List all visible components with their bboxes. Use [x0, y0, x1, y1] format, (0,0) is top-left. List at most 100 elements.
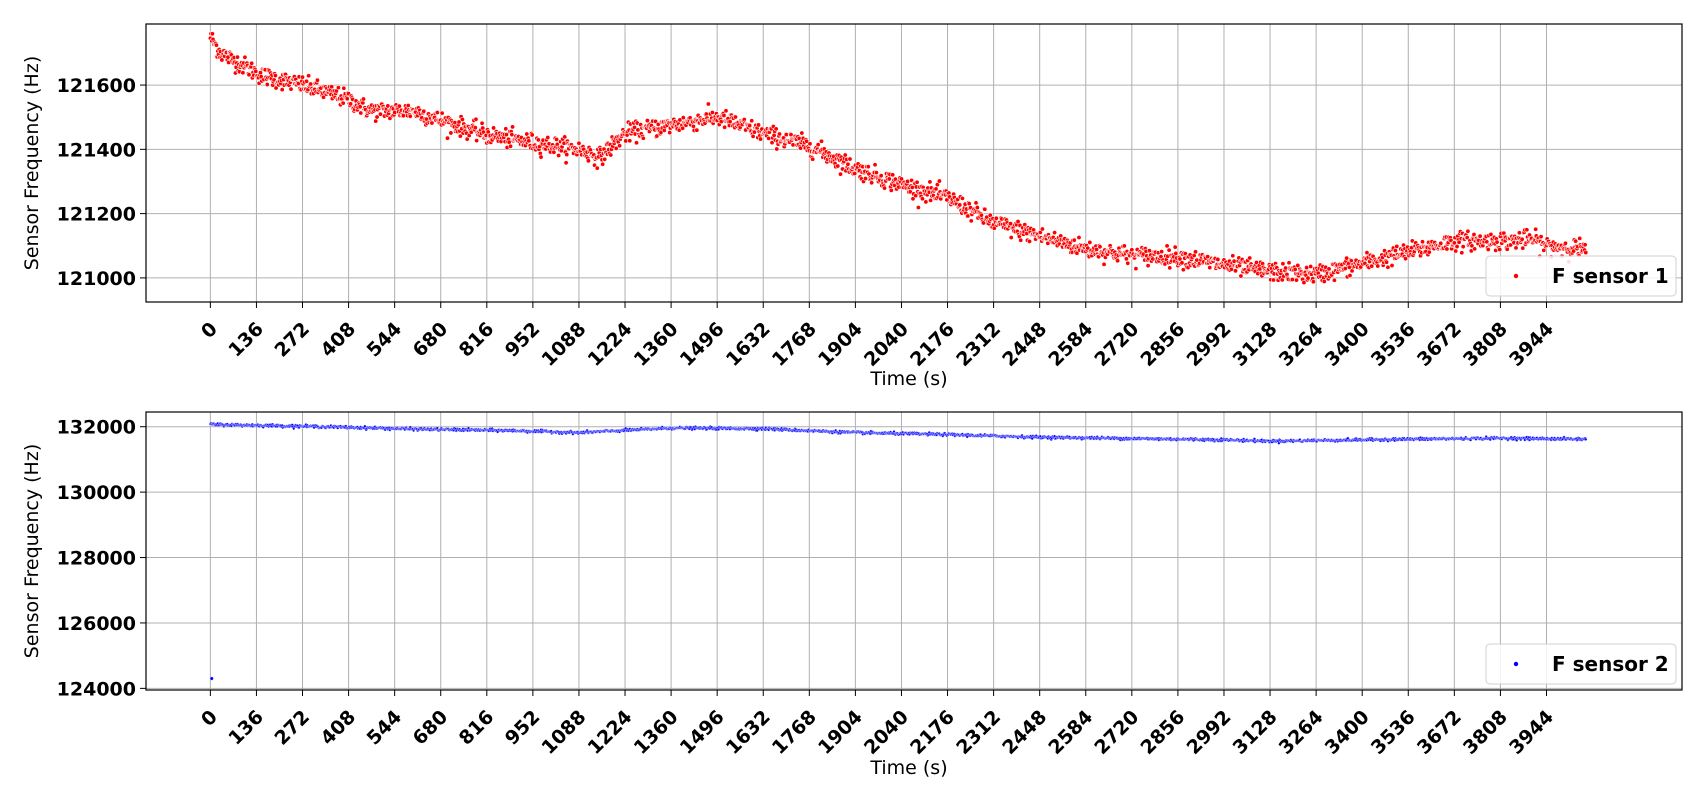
data-point [602, 156, 608, 162]
data-point [1516, 230, 1522, 236]
x-tick-label: 1496 [676, 318, 729, 371]
y-tick-label: 121000 [57, 268, 136, 290]
data-point [608, 152, 614, 158]
data-point [480, 125, 486, 131]
data-point [1008, 235, 1014, 241]
data-point [407, 113, 413, 119]
data-point [974, 205, 980, 211]
data-point [852, 170, 858, 176]
x-tick-label: 816 [455, 318, 499, 362]
data-point [506, 139, 512, 145]
data-point [358, 110, 364, 116]
y-tick-label: 121600 [57, 75, 136, 97]
data-point [1123, 256, 1129, 262]
data-point [617, 143, 623, 149]
data-point [766, 135, 772, 141]
data-point [799, 130, 805, 136]
data-point [242, 54, 248, 60]
x-tick-label: 2584 [1044, 318, 1097, 371]
data-point [690, 123, 696, 129]
x-tick-label: 136 [224, 706, 268, 750]
data-point [1280, 261, 1286, 267]
x-tick-label: 2040 [860, 318, 913, 371]
data-point [240, 70, 246, 76]
data-point [392, 109, 398, 115]
data-point [556, 152, 562, 158]
data-point [1164, 243, 1170, 249]
x-tick-label: 272 [270, 706, 314, 750]
data-point [878, 173, 884, 179]
data-point [973, 200, 979, 206]
data-point [705, 101, 711, 107]
data-point [886, 176, 892, 182]
x-tick-label: 680 [409, 318, 453, 362]
x-tick-label: 2584 [1044, 706, 1097, 759]
data-point [264, 82, 270, 88]
x-tick-label: 136 [224, 318, 268, 362]
data-point [810, 156, 816, 162]
data-point [968, 218, 974, 224]
data-point [892, 430, 896, 434]
data-point [732, 114, 738, 120]
data-point [872, 162, 878, 168]
data-point [472, 125, 478, 131]
data-point [308, 81, 314, 87]
y-tick-label: 126000 [57, 613, 136, 635]
data-point [694, 127, 700, 133]
x-tick-label: 1768 [768, 318, 821, 371]
data-point [374, 114, 380, 120]
data-point [919, 196, 925, 202]
x-axis-label: Time (s) [869, 757, 947, 779]
data-point [529, 132, 535, 138]
x-tick-label: 2312 [952, 318, 1005, 371]
y-tick-label: 128000 [57, 548, 136, 570]
data-point [1453, 248, 1459, 254]
data-point [1385, 264, 1391, 270]
x-tick-label: 2992 [1183, 318, 1236, 371]
data-point [448, 130, 454, 136]
data-point [1094, 246, 1100, 252]
data-point [845, 161, 851, 167]
data-point-outlier [209, 676, 214, 681]
data-point [982, 206, 988, 212]
data-point [890, 172, 896, 178]
x-tick-label: 2992 [1183, 706, 1236, 759]
data-point [1097, 244, 1103, 250]
data-point [300, 74, 306, 80]
data-point [348, 101, 354, 107]
plot-frame [145, 23, 1683, 303]
x-tick-label: 2720 [1090, 318, 1143, 371]
data-point [335, 85, 341, 91]
data-point [1085, 245, 1091, 251]
data-point [869, 180, 875, 186]
x-tick-label: 3264 [1275, 706, 1328, 759]
data-point [1562, 240, 1568, 246]
data-point [1375, 263, 1381, 269]
data-point [538, 154, 544, 160]
data-point [340, 100, 346, 106]
data-point [439, 110, 445, 116]
data-point [1071, 237, 1077, 243]
data-point [1101, 261, 1107, 267]
data-point [722, 124, 728, 130]
data-point [1180, 267, 1186, 273]
x-tick-label: 2720 [1090, 706, 1143, 759]
data-point [1584, 437, 1588, 441]
data-point [1344, 255, 1350, 261]
data-point [667, 130, 673, 136]
data-point [888, 187, 894, 193]
x-tick-label: 1632 [722, 318, 775, 371]
data-point [1524, 227, 1530, 233]
x-tick-label: 680 [409, 706, 453, 750]
data-point [898, 176, 904, 182]
data-point [790, 142, 796, 148]
data-point [279, 87, 285, 93]
data-point [1177, 256, 1183, 262]
x-tick-label: 3400 [1321, 318, 1374, 371]
data-point [288, 86, 294, 92]
x-tick-label: 544 [363, 318, 407, 362]
data-point [1305, 275, 1311, 281]
data-point [1027, 238, 1033, 244]
data-point [509, 132, 515, 138]
data-point [585, 158, 591, 164]
